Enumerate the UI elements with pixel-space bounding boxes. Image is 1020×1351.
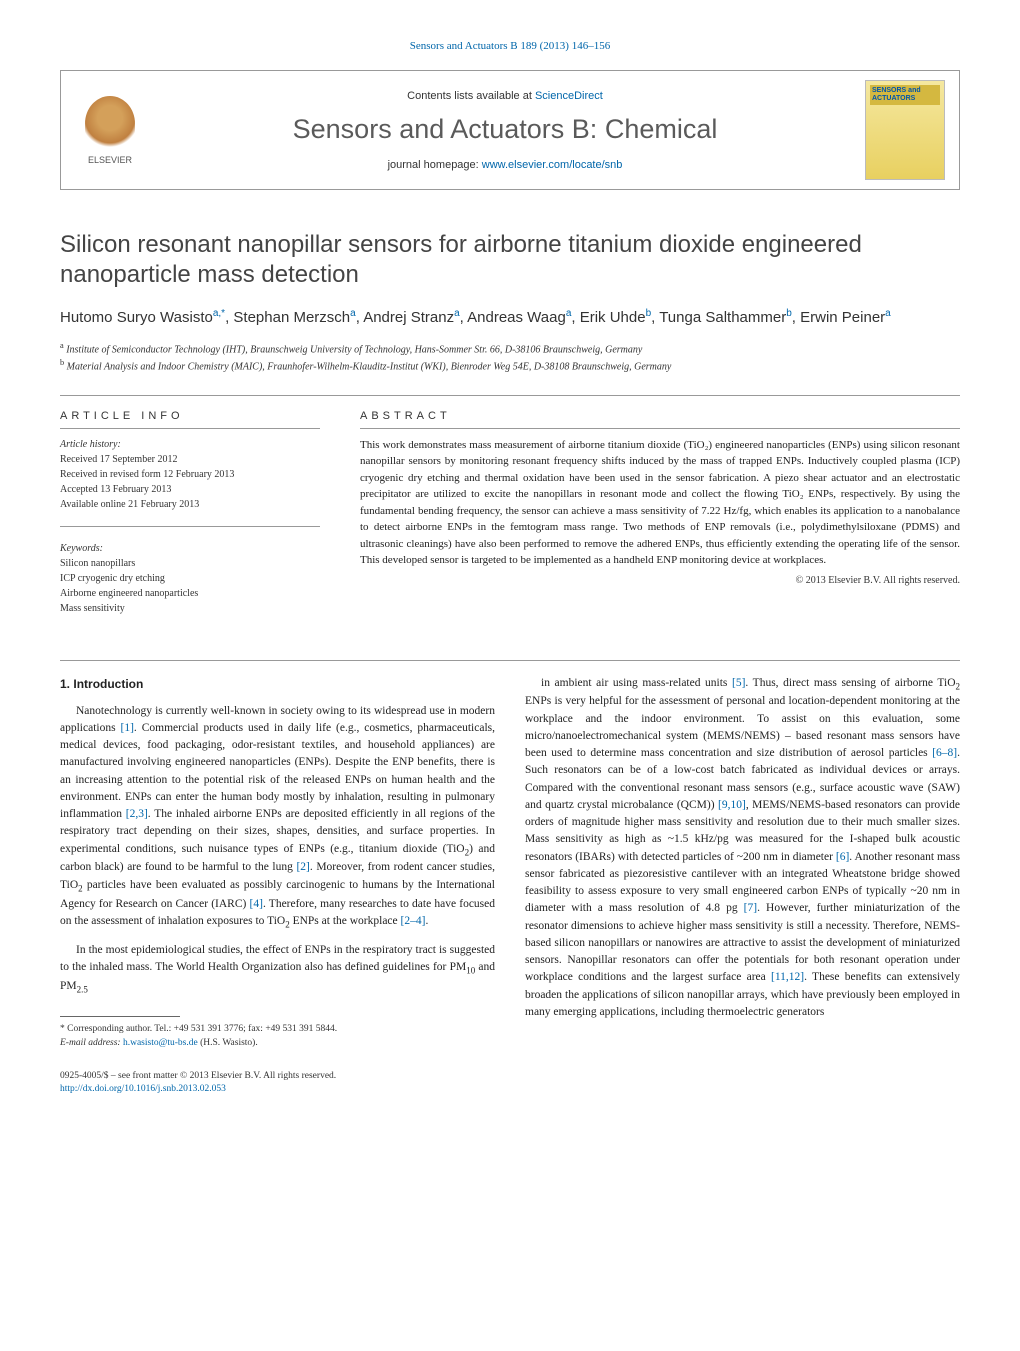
- body-divider: [60, 660, 960, 661]
- abstract-copyright: © 2013 Elsevier B.V. All rights reserved…: [360, 575, 960, 586]
- corresp-label: * Corresponding author. Tel.: +49 531 39…: [60, 1023, 495, 1036]
- corresp-name: (H.S. Wasisto).: [198, 1038, 258, 1048]
- body-column-left: 1. Introduction Nanotechnology is curren…: [60, 675, 495, 1097]
- homepage-line: journal homepage: www.elsevier.com/locat…: [145, 159, 865, 171]
- corresp-email-link[interactable]: h.wasisto@tu-bs.de: [123, 1038, 198, 1048]
- abstract-head: ABSTRACT: [360, 410, 960, 429]
- section-divider: [60, 395, 960, 396]
- history-line: Available online 21 February 2013: [60, 497, 320, 512]
- contents-prefix: Contents lists available at: [407, 90, 535, 102]
- abstract-text: This work demonstrates mass measurement …: [360, 437, 960, 569]
- doi-link[interactable]: http://dx.doi.org/10.1016/j.snb.2013.02.…: [60, 1084, 226, 1094]
- info-divider: [60, 526, 320, 527]
- journal-name: Sensors and Actuators B: Chemical: [145, 114, 865, 145]
- keyword-line: Airborne engineered nanoparticles: [60, 586, 320, 601]
- history-label: Article history:: [60, 437, 320, 452]
- journal-header-box: ELSEVIER Contents lists available at Sci…: [60, 70, 960, 190]
- article-info-head: ARTICLE INFO: [60, 410, 320, 429]
- corresponding-author-footnote: * Corresponding author. Tel.: +49 531 39…: [60, 1023, 495, 1050]
- history-line: Received 17 September 2012: [60, 452, 320, 467]
- section-1-title: 1. Introduction: [60, 675, 495, 693]
- article-history-block: Article history: Received 17 September 2…: [60, 437, 320, 512]
- elsevier-tree-icon: [85, 96, 135, 151]
- keywords-block: Keywords: Silicon nanopillarsICP cryogen…: [60, 541, 320, 616]
- history-line: Received in revised form 12 February 201…: [60, 467, 320, 482]
- issn-doi-block: 0925-4005/$ – see front matter © 2013 El…: [60, 1070, 495, 1097]
- affiliation-line: a Institute of Semiconductor Technology …: [60, 340, 960, 357]
- footnote-separator: [60, 1016, 180, 1017]
- sciencedirect-link[interactable]: ScienceDirect: [535, 90, 603, 102]
- body-column-right: in ambient air using mass-related units …: [525, 675, 960, 1097]
- article-title: Silicon resonant nanopillar sensors for …: [60, 230, 960, 290]
- keyword-line: Silicon nanopillars: [60, 556, 320, 571]
- section-title-text: Introduction: [73, 677, 143, 691]
- authors-list: Hutomo Suryo Wasistoa,*, Stephan Merzsch…: [60, 308, 960, 326]
- body-paragraph: in ambient air using mass-related units …: [525, 675, 960, 1022]
- homepage-link[interactable]: www.elsevier.com/locate/snb: [482, 159, 623, 171]
- section-number: 1.: [60, 677, 70, 691]
- issn-line: 0925-4005/$ – see front matter © 2013 El…: [60, 1070, 495, 1083]
- journal-cover-thumbnail: SENSORS and ACTUATORS: [865, 80, 945, 180]
- homepage-prefix: journal homepage:: [388, 159, 482, 171]
- publisher-name: ELSEVIER: [88, 155, 132, 165]
- keywords-label: Keywords:: [60, 541, 320, 556]
- cover-label: SENSORS and ACTUATORS: [872, 87, 944, 102]
- affiliations: a Institute of Semiconductor Technology …: [60, 340, 960, 375]
- keyword-line: Mass sensitivity: [60, 601, 320, 616]
- contents-line: Contents lists available at ScienceDirec…: [145, 90, 865, 102]
- email-label: E-mail address:: [60, 1038, 123, 1048]
- body-paragraph: In the most epidemiological studies, the…: [60, 942, 495, 997]
- body-paragraph: Nanotechnology is currently well-known i…: [60, 703, 495, 932]
- elsevier-logo: ELSEVIER: [75, 85, 145, 175]
- running-head: Sensors and Actuators B 189 (2013) 146–1…: [60, 40, 960, 52]
- affiliation-line: b Material Analysis and Indoor Chemistry…: [60, 357, 960, 374]
- history-line: Accepted 13 February 2013: [60, 482, 320, 497]
- keyword-line: ICP cryogenic dry etching: [60, 571, 320, 586]
